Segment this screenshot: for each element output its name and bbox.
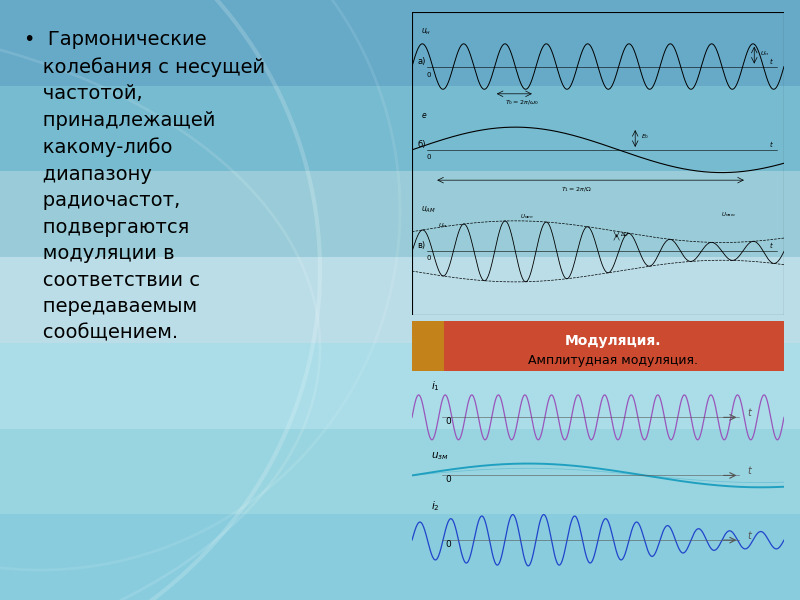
Bar bbox=[0, 0, 800, 86]
Bar bbox=[0, 172, 800, 257]
Text: $t$: $t$ bbox=[747, 529, 753, 541]
Text: $t$: $t$ bbox=[769, 139, 774, 149]
Text: $u_{АМ}$: $u_{АМ}$ bbox=[422, 205, 436, 215]
Text: $i_2$: $i_2$ bbox=[430, 499, 439, 513]
Text: $U_м$: $U_м$ bbox=[438, 221, 448, 230]
Text: 0: 0 bbox=[446, 475, 451, 484]
Bar bbox=[0, 257, 800, 343]
Text: $T_1=2\pi/\Omega$: $T_1=2\pi/\Omega$ bbox=[561, 185, 591, 194]
Text: $t$: $t$ bbox=[747, 406, 753, 418]
Text: $t$: $t$ bbox=[747, 464, 753, 476]
Text: $t$: $t$ bbox=[769, 241, 774, 250]
Text: 0: 0 bbox=[446, 417, 451, 426]
Text: $e$: $e$ bbox=[422, 111, 428, 120]
Text: $U_{макс}$: $U_{макс}$ bbox=[721, 210, 737, 219]
Bar bbox=[412, 321, 444, 371]
Text: 0: 0 bbox=[446, 540, 451, 549]
Text: Модуляция.: Модуляция. bbox=[565, 334, 661, 348]
Text: $u_н$: $u_н$ bbox=[422, 26, 431, 37]
Text: 0: 0 bbox=[427, 256, 431, 262]
Text: 0: 0 bbox=[427, 72, 431, 78]
Text: $U_н$: $U_н$ bbox=[760, 49, 769, 58]
Text: $\Delta U$: $\Delta U$ bbox=[620, 230, 630, 238]
Text: Амплитудная модуляция.: Амплитудная модуляция. bbox=[528, 354, 698, 367]
Bar bbox=[0, 428, 800, 514]
Bar bbox=[0, 343, 800, 428]
Text: $T_0=2\pi/\omega_0$: $T_0=2\pi/\omega_0$ bbox=[505, 98, 539, 107]
Bar bbox=[0, 514, 800, 600]
Text: $t$: $t$ bbox=[769, 56, 774, 65]
Text: $E_0$: $E_0$ bbox=[641, 133, 649, 142]
Bar bbox=[412, 321, 784, 371]
Bar bbox=[0, 86, 800, 172]
Text: а): а) bbox=[418, 56, 426, 65]
Text: $i_1$: $i_1$ bbox=[430, 380, 439, 394]
Text: $u_{зм}$: $u_{зм}$ bbox=[430, 450, 448, 462]
Text: $U_{мин}$: $U_{мин}$ bbox=[520, 212, 534, 221]
Text: б): б) bbox=[418, 140, 426, 149]
Text: •  Гармонические
   колебания с несущей
   частотой,
   принадлежащей
   какому-: • Гармонические колебания с несущей част… bbox=[24, 30, 265, 343]
Text: в): в) bbox=[418, 241, 426, 250]
Text: 0: 0 bbox=[427, 154, 431, 160]
